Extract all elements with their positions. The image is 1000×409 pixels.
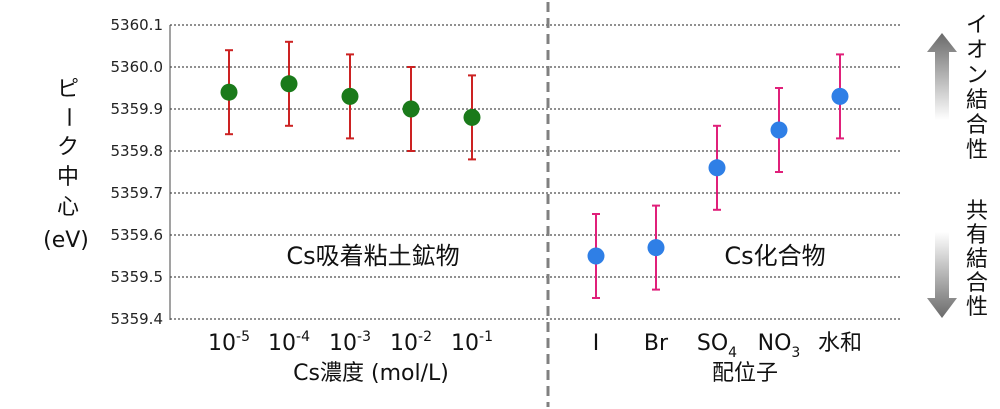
y-axis-label-char: ピ	[57, 77, 79, 102]
covalent-bonding-char: 有	[966, 223, 988, 248]
y-tick-label: 5359.9	[111, 100, 164, 118]
y-tick-label: 5359.6	[111, 226, 164, 244]
data-point	[587, 247, 605, 265]
data-point	[831, 87, 849, 105]
y-axis-unit: (eV)	[43, 228, 89, 253]
x-tick-label: I	[593, 331, 600, 356]
data-point	[220, 83, 238, 101]
x-tick-label: 10-4	[268, 329, 310, 356]
y-tick-labels: 5360.1 5360.0 5359.9 5359.8 5359.7 5359.6 5359…	[111, 16, 164, 328]
covalent-bonding-char: 結	[966, 247, 988, 272]
y-tick-label: 5360.1	[111, 16, 164, 34]
data-point	[341, 87, 359, 105]
covalent-arrow-icon	[927, 232, 957, 318]
ionic-bonding-char: イ	[966, 13, 988, 38]
x-tick-label: NO3	[758, 331, 801, 361]
series-right	[587, 53, 849, 299]
data-point	[770, 121, 788, 139]
left-panel-label: Cs吸着粘土鉱物	[286, 242, 459, 270]
x-tick-label: 10-3	[329, 329, 371, 356]
y-tick-label: 5359.8	[111, 142, 164, 160]
y-axis-label-char: ク	[57, 135, 79, 160]
x-tick-label: Br	[644, 331, 669, 356]
y-tick-label: 5359.7	[111, 184, 164, 202]
covalent-bonding-char: 合	[966, 271, 988, 296]
data-point	[280, 75, 298, 93]
y-tick-label: 5359.4	[111, 310, 164, 328]
y-tick-label: 5360.0	[111, 58, 164, 76]
y-axis-label-char: 心	[57, 195, 79, 220]
y-axis-label-char: 中	[57, 165, 79, 190]
ionic-bonding-char: 結	[966, 88, 988, 113]
x-tick-label: 水和	[818, 331, 862, 356]
y-tick-label: 5359.5	[111, 268, 164, 286]
data-point	[647, 239, 665, 257]
ionic-bonding-char: 性	[966, 138, 988, 163]
x-tick-label: 10-5	[208, 329, 250, 356]
right-x-axis-label: 配位子	[712, 361, 778, 386]
ionic-bonding-char: ン	[966, 63, 988, 88]
x-tick-labels-right: I Br SO4 NO3 水和	[593, 331, 862, 361]
y-axis-label: ピ ー ク 中 心 (eV)	[43, 77, 89, 253]
gridlines	[170, 24, 900, 320]
x-tick-label: 10-2	[390, 329, 432, 356]
ionic-arrow-icon	[927, 33, 957, 120]
x-tick-labels-left: 10-5 10-4 10-3 10-2 10-1	[208, 329, 493, 356]
data-point	[708, 159, 726, 177]
covalent-bonding-char: 共	[966, 199, 988, 224]
series-left	[220, 40, 481, 161]
left-x-axis-label: Cs濃度 (mol/L)	[293, 361, 449, 386]
ionic-bonding-char: 合	[966, 113, 988, 138]
data-point	[402, 100, 420, 118]
covalent-bonding-char: 性	[966, 295, 988, 320]
x-tick-label: 10-1	[451, 329, 493, 356]
ionic-bonding-char: オ	[966, 38, 988, 63]
right-panel-label: Cs化合物	[724, 242, 825, 270]
x-tick-label: SO4	[697, 331, 737, 361]
y-axis-label-char: ー	[55, 106, 80, 128]
data-point	[463, 108, 481, 126]
